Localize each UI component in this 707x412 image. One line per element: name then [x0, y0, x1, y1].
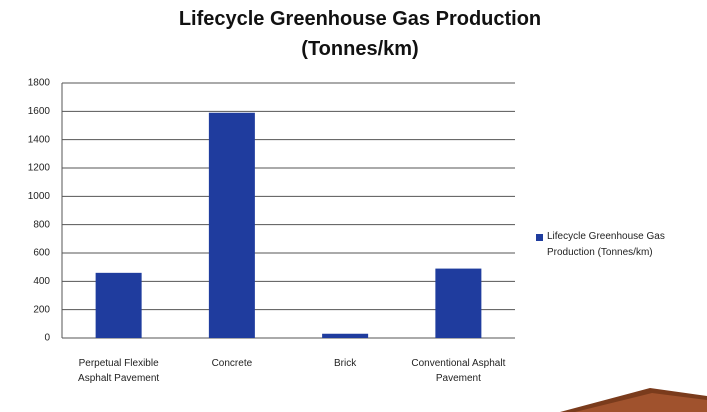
legend-label: Lifecycle Greenhouse Gas Production (Ton… [547, 229, 707, 261]
y-tick-label: 200 [33, 304, 50, 315]
x-tick-label: Perpetual Flexible Asphalt Pavement [69, 356, 169, 386]
bar [435, 269, 481, 338]
x-tick-label: Brick [295, 356, 395, 371]
legend-swatch [536, 234, 543, 241]
chart-title: Lifecycle Greenhouse Gas Production (Ton… [150, 4, 570, 64]
y-tick-label: 600 [33, 248, 50, 259]
y-tick-label: 1800 [28, 78, 51, 89]
chart: 0 200 400 600 800 1000 1200 1400 1600 1800 Lifecy… [0, 0, 707, 412]
y-tick-label: 400 [33, 276, 50, 287]
y-tick-label: 1200 [28, 163, 51, 174]
y-tick-label: 0 [44, 333, 50, 344]
y-tick-label: 1600 [28, 106, 51, 117]
y-tick-label: 1000 [28, 191, 51, 202]
bar [322, 334, 368, 338]
x-tick-label: Concrete [182, 356, 282, 371]
y-tick-label: 1400 [28, 134, 51, 145]
x-tick-label: Conventional Asphalt Pavement [408, 356, 508, 386]
bar [209, 113, 255, 338]
y-tick-label: 800 [33, 219, 50, 230]
bar [96, 273, 142, 338]
